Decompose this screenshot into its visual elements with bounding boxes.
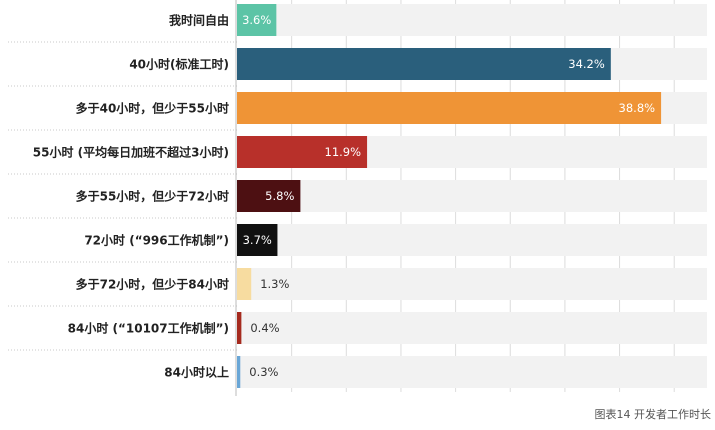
category-label: 我时间自由 bbox=[169, 13, 229, 28]
bar bbox=[237, 268, 252, 300]
bar bbox=[237, 92, 662, 124]
category-label: 40小时(标准工时) bbox=[129, 57, 229, 72]
value-label: 3.6% bbox=[242, 13, 271, 27]
value-label: 5.8% bbox=[265, 189, 294, 203]
value-label: 1.3% bbox=[260, 277, 289, 291]
category-label: 多于40小时，但少于55小时 bbox=[76, 101, 229, 116]
value-label: 0.4% bbox=[250, 321, 279, 335]
bar bbox=[237, 356, 241, 388]
bar bbox=[237, 180, 301, 212]
category-label: 72小时 (“996工作机制”) bbox=[84, 233, 229, 248]
bar bbox=[237, 312, 242, 344]
value-label: 0.3% bbox=[249, 365, 278, 379]
category-labels: 我时间自由 40小时(标准工时) 多于40小时，但少于55小时 55小时 (平均每日加… bbox=[33, 13, 229, 380]
category-label: 84小时 (“10107工作机制”) bbox=[68, 321, 229, 336]
value-labels: 3.6% 34.2% 38.8% 11.9% 5.8% 3.7% 1.3% 0.4% 0.3% bbox=[242, 13, 655, 379]
bar bbox=[237, 48, 611, 80]
category-label: 55小时 (平均每日加班不超过3小时) bbox=[33, 145, 229, 160]
bar-track bbox=[237, 4, 707, 36]
bar-track bbox=[237, 224, 707, 256]
category-label: 84小时以上 bbox=[164, 365, 229, 380]
bar-track bbox=[237, 356, 707, 388]
value-label: 11.9% bbox=[325, 145, 362, 159]
bar bbox=[237, 224, 278, 256]
value-label: 38.8% bbox=[619, 101, 656, 115]
chart-caption: 图表14 开发者工作时长 bbox=[595, 407, 712, 421]
bar-track bbox=[237, 268, 707, 300]
bar-track bbox=[237, 312, 707, 344]
category-label: 多于72小时，但少于84小时 bbox=[76, 277, 229, 292]
value-label: 3.7% bbox=[243, 233, 272, 247]
bar-track bbox=[237, 180, 707, 212]
bar bbox=[237, 4, 277, 36]
bar bbox=[237, 136, 368, 168]
value-label: 34.2% bbox=[568, 57, 605, 71]
bars bbox=[237, 4, 662, 388]
category-label: 多于55小时，但少于72小时 bbox=[76, 189, 229, 204]
